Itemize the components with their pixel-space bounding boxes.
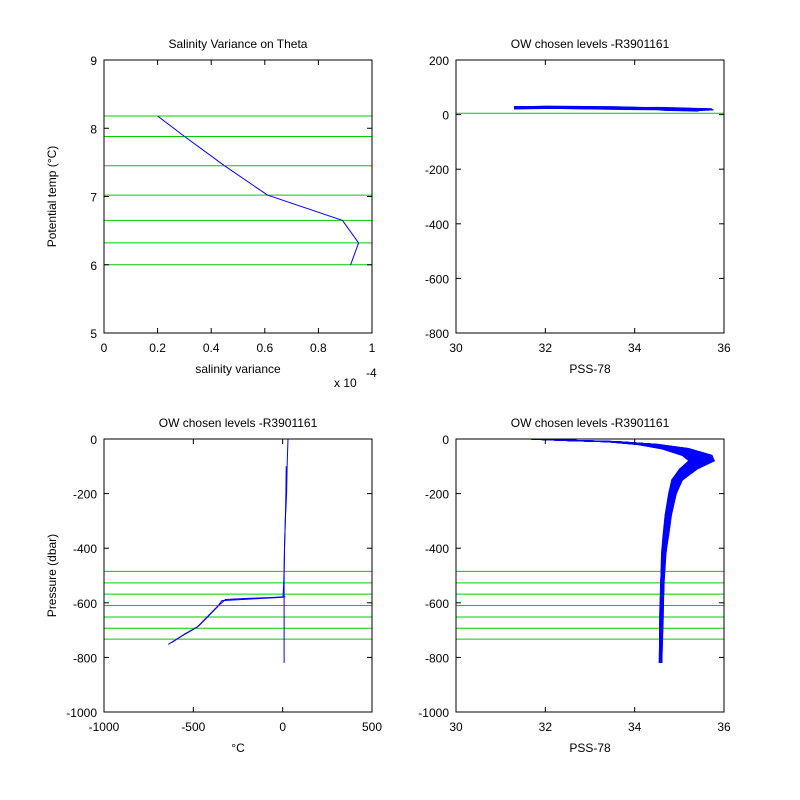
x-tick-label: 36 <box>717 720 731 734</box>
data-series-line <box>157 115 360 265</box>
x-tick-label: 36 <box>717 341 731 355</box>
x-tick-label: 500 <box>362 720 382 734</box>
y-tick-label: -600 <box>425 272 449 286</box>
x-axis-label: °C <box>231 741 245 755</box>
y-tick-label: 8 <box>90 122 97 136</box>
x-tick-label: 32 <box>539 720 553 734</box>
y-tick-label: -400 <box>425 542 449 556</box>
chart-title: Salinity Variance on Theta <box>169 37 308 51</box>
chart-panel-br: 30 32 34 36 -1000 -800 -600 -400 -200 0 OW chosen … <box>418 416 731 755</box>
x-tick-label: 0.6 <box>256 341 273 355</box>
profile-line <box>514 105 714 111</box>
y-tick-label: -800 <box>425 651 449 665</box>
axes-box <box>455 59 725 334</box>
plot-area <box>456 439 724 663</box>
x-axis-label: salinity variance <box>195 362 281 376</box>
y-tick-label: -800 <box>425 327 449 341</box>
y-tick-label: -1000 <box>418 706 449 720</box>
x-tick-label: -1000 <box>89 720 120 734</box>
x-tick-label: 30 <box>449 720 463 734</box>
x-tick-label: 0 <box>101 341 108 355</box>
chart-title: OW chosen levels -R3901161 <box>159 416 318 430</box>
chart-title: OW chosen levels -R3901161 <box>511 37 670 51</box>
x-exponent-power: -4 <box>366 366 377 380</box>
y-tick-label: -200 <box>73 488 97 502</box>
y-tick-label: 7 <box>90 191 97 205</box>
data-series-line <box>171 596 286 643</box>
y-tick-label: 0 <box>90 433 97 447</box>
plot-area <box>104 439 372 663</box>
axes-box <box>455 438 725 713</box>
plot-area <box>456 105 724 114</box>
x-axis-label: PSS-78 <box>569 362 611 376</box>
y-tick-label: 0 <box>442 433 449 447</box>
y-tick-label: 9 <box>90 54 97 68</box>
x-tick-label: 34 <box>628 341 642 355</box>
x-axis-label: PSS-78 <box>569 741 611 755</box>
y-tick-label: -400 <box>425 218 449 232</box>
y-tick-label: -800 <box>73 651 97 665</box>
y-tick-label: -600 <box>425 597 449 611</box>
chart-panel-tr: 30 32 34 36 -800 -600 -400 -200 0 200 OW chosen le… <box>425 37 731 376</box>
y-axis-label: Potential temp (°C) <box>45 146 59 248</box>
y-tick-label: -200 <box>425 163 449 177</box>
x-tick-label: 0.2 <box>149 341 166 355</box>
x-tick-label: 32 <box>539 341 553 355</box>
chart-panel-tl: 0 0.2 0.4 0.6 0.8 1 5 6 7 8 9 Salinity Variance on … <box>45 37 377 390</box>
y-axis-label: Pressure (dbar) <box>45 534 59 617</box>
x-tick-label: 0.4 <box>203 341 220 355</box>
chart-title: OW chosen levels -R3901161 <box>511 416 670 430</box>
x-tick-label: 0 <box>279 720 286 734</box>
y-tick-label: -200 <box>425 488 449 502</box>
plot-area <box>104 115 372 266</box>
x-tick-label: 1 <box>369 341 376 355</box>
x-tick-label: 0.8 <box>310 341 327 355</box>
y-tick-label: 0 <box>442 109 449 123</box>
chart-panel-bl: -1000 -500 0 500 -1000 -800 -600 -400 -200 0 OW ch… <box>45 416 382 755</box>
axes-box <box>103 438 373 713</box>
profile-line <box>531 439 715 663</box>
x-tick-label: 34 <box>628 720 642 734</box>
y-tick-label: -1000 <box>66 706 97 720</box>
y-tick-label: -400 <box>73 542 97 556</box>
x-tick-label: 30 <box>449 341 463 355</box>
y-tick-label: -600 <box>73 597 97 611</box>
y-tick-label: 200 <box>429 54 449 68</box>
x-tick-label: -500 <box>181 720 205 734</box>
y-tick-label: 6 <box>90 259 97 273</box>
x-exponent-label: x 10 <box>334 376 357 390</box>
y-tick-label: 5 <box>90 327 97 341</box>
